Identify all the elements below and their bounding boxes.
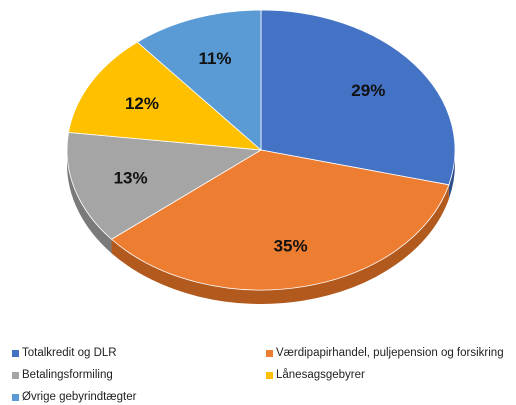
pie-slice-4 [68, 41, 263, 151]
slice-data-label: 13% [114, 168, 148, 187]
legend-label: Betalingsformiling [22, 369, 113, 381]
pie-slice-side [111, 184, 449, 304]
slice-data-label: 11% [198, 49, 231, 68]
pie-slice-side [448, 150, 455, 199]
pie-plot-area: 29% 35% 13% 12% 11% [66, 9, 456, 304]
legend-swatch [12, 371, 19, 379]
legend-label: Værdipapirhandel, puljepension og forsik… [276, 347, 504, 359]
slice-data-label: 29% [351, 81, 385, 100]
legend-swatch [266, 349, 273, 357]
legend-item-totalkredit: Totalkredit og DLR [12, 347, 117, 359]
legend-swatch [266, 371, 273, 379]
legend-item-vaerdipapirhandel: Værdipapirhandel, puljepension og forsik… [266, 347, 504, 359]
pie-slice-side [67, 150, 112, 254]
slice-data-label: 35% [274, 237, 308, 256]
legend-item-laanesagsgebyrer: Lånesagsgebyrer [266, 369, 365, 381]
legend-swatch [12, 349, 19, 357]
legend-label: Totalkredit og DLR [22, 347, 117, 359]
chart-legend: Totalkredit og DLR Værdipapirhandel, pul… [0, 340, 516, 405]
pie-slice-1 [260, 9, 456, 186]
legend-item-betalingsformiling: Betalingsformiling [12, 369, 113, 381]
slice-data-label: 12% [125, 94, 159, 113]
pie-slice-5 [136, 9, 262, 151]
pie-slice-2 [110, 149, 450, 291]
legend-item-oevrige-gebyrindtaegter: Øvrige gebyrindtægter [12, 391, 136, 403]
legend-label: Lånesagsgebyrer [276, 369, 365, 381]
legend-swatch [12, 393, 19, 401]
pie-slice-3 [66, 132, 263, 240]
legend-label: Øvrige gebyrindtægter [22, 391, 137, 403]
